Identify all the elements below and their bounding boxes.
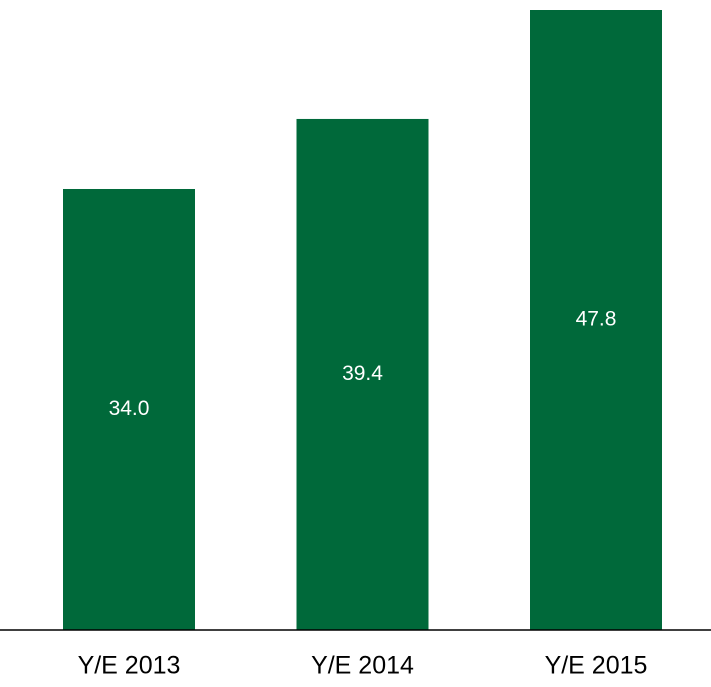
value-label: 34.0 [109, 397, 150, 420]
bar [530, 10, 662, 630]
x-tick-label: Y/E 2014 [311, 652, 414, 680]
bar [296, 118, 429, 630]
bar [63, 188, 195, 630]
value-label: 47.8 [576, 308, 617, 331]
value-label: 39.4 [342, 362, 383, 385]
x-tick-label: Y/E 2013 [78, 652, 181, 680]
x-tick-label: Y/E 2015 [545, 652, 648, 680]
